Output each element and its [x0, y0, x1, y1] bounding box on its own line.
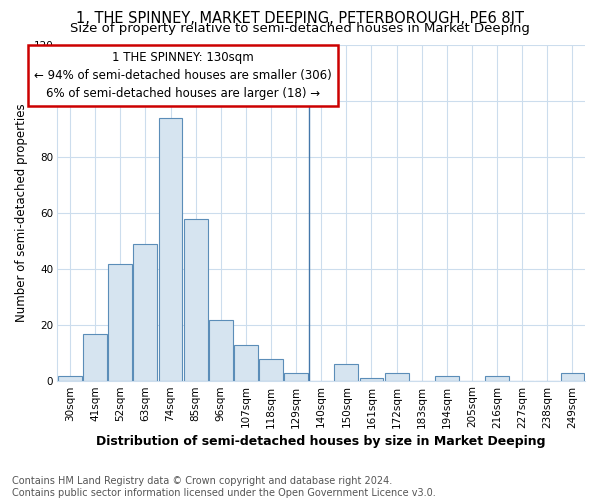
- Bar: [83, 334, 107, 382]
- Bar: [158, 118, 182, 382]
- Bar: [385, 373, 409, 382]
- Bar: [485, 376, 509, 382]
- Bar: [334, 364, 358, 382]
- Text: 1, THE SPINNEY, MARKET DEEPING, PETERBOROUGH, PE6 8JT: 1, THE SPINNEY, MARKET DEEPING, PETERBOR…: [76, 11, 524, 26]
- Bar: [58, 376, 82, 382]
- Text: 1 THE SPINNEY: 130sqm
← 94% of semi-detached houses are smaller (306)
6% of semi: 1 THE SPINNEY: 130sqm ← 94% of semi-deta…: [34, 50, 332, 100]
- Bar: [109, 264, 132, 382]
- Bar: [234, 345, 258, 382]
- Bar: [184, 218, 208, 382]
- Bar: [359, 378, 383, 382]
- X-axis label: Distribution of semi-detached houses by size in Market Deeping: Distribution of semi-detached houses by …: [97, 434, 546, 448]
- Text: Size of property relative to semi-detached houses in Market Deeping: Size of property relative to semi-detach…: [70, 22, 530, 35]
- Bar: [133, 244, 157, 382]
- Bar: [284, 373, 308, 382]
- Bar: [259, 359, 283, 382]
- Y-axis label: Number of semi-detached properties: Number of semi-detached properties: [15, 104, 28, 322]
- Bar: [435, 376, 459, 382]
- Bar: [209, 320, 233, 382]
- Text: Contains HM Land Registry data © Crown copyright and database right 2024.
Contai: Contains HM Land Registry data © Crown c…: [12, 476, 436, 498]
- Bar: [560, 373, 584, 382]
